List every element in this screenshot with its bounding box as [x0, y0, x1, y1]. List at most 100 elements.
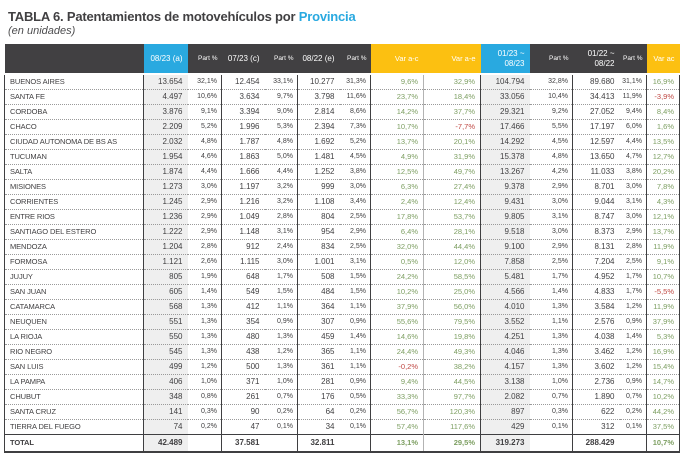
cell-part_ytd22: 1,2% — [619, 359, 647, 375]
cell-part_c: 0,1% — [264, 419, 298, 435]
cell-part_e: 0,5% — [339, 389, 371, 405]
header-cell-province — [4, 44, 144, 75]
cell-var_a_c: 14,6% — [370, 329, 424, 345]
cell-m0823: 42.489 — [143, 433, 188, 453]
cell-m0822: 508 — [297, 269, 340, 285]
cell-part_e: 3,8% — [339, 164, 371, 180]
cell-var_a_e: 29,5% — [423, 433, 481, 453]
cell-var_a_c: 57,4% — [370, 419, 424, 435]
header-cell-part_ytd22: Part % — [619, 44, 647, 75]
table-row: MENDOZA 1.204 2,8% 912 2,4% 834 2,5% 32,0% 44,4%… — [4, 239, 680, 255]
cell-ytd_23: 4.157 — [480, 359, 530, 375]
cell-part_e: 31,3% — [339, 74, 371, 90]
cell-part_ytd22: 2,9% — [619, 224, 647, 240]
cell-ytd_23: 15.378 — [480, 149, 530, 165]
cell-var_a_e: 97,7% — [423, 389, 481, 405]
cell-m0822: 999 — [297, 179, 340, 195]
cell-var_a_e: 25,0% — [423, 284, 481, 300]
table-row: FORMOSA 1.121 2,6% 1.115 3,0% 1.001 3,1% 0,5% 12… — [4, 254, 680, 270]
cell-m0822: 3.798 — [297, 89, 340, 105]
cell-var_ac: 8,4% — [646, 104, 680, 120]
cell-ytd_22: 8.373 — [572, 224, 620, 240]
header-row: 08/23 (a) Part % 07/23 (c) Part % 08/22 (e) P… — [4, 44, 680, 75]
cell-part_c: 1,0% — [264, 374, 298, 390]
cell-m0822: 1.481 — [297, 149, 340, 165]
page-subtitle: (en unidades) — [8, 25, 76, 37]
cell-ytd_22: 12.597 — [572, 134, 620, 150]
cell-var_a_e: 19,8% — [423, 329, 481, 345]
cell-m0822: 34 — [297, 419, 340, 435]
cell-m0822: 364 — [297, 299, 340, 315]
cell-ytd_22: 3.462 — [572, 344, 620, 360]
cell-part_ytd22: 11,9% — [619, 89, 647, 105]
cell-var_ac: 7,8% — [646, 179, 680, 195]
cell-part_a: 3,0% — [187, 179, 222, 195]
cell-part_ytd22: 1,7% — [619, 269, 647, 285]
cell-part_c: 4,8% — [264, 134, 298, 150]
cell-m0723: 912 — [221, 239, 265, 255]
row-label: LA RIOJA — [4, 329, 144, 345]
cell-part_a: 2,8% — [187, 239, 222, 255]
cell-m0823: 605 — [143, 284, 188, 300]
cell-var_a_c: 14,2% — [370, 104, 424, 120]
table-row: TIERRA DEL FUEGO 74 0,2% 47 0,1% 34 0,1% 57,4% 1… — [4, 419, 680, 435]
cell-var_a_e: -7,7% — [423, 119, 481, 135]
row-label: MISIONES — [4, 179, 144, 195]
cell-m0823: 551 — [143, 314, 188, 330]
cell-m0823: 348 — [143, 389, 188, 405]
cell-m0723: 648 — [221, 269, 265, 285]
row-label: SALTA — [4, 164, 144, 180]
cell-var_a_e: 37,7% — [423, 104, 481, 120]
cell-m0822: 1.252 — [297, 164, 340, 180]
cell-part_e: 2,9% — [339, 224, 371, 240]
table-row: CHACO 2.209 5,2% 1.996 5,3% 2.394 7,3% 10,7% -7,… — [4, 119, 680, 135]
cell-part_ytd22: 0,7% — [619, 389, 647, 405]
cell-ytd_22: 13.650 — [572, 149, 620, 165]
cell-part_a: 0,3% — [187, 404, 222, 420]
cell-m0723: 12.454 — [221, 74, 265, 90]
cell-part_c: 2,4% — [264, 239, 298, 255]
cell-part_e: 8,6% — [339, 104, 371, 120]
cell-part_c: 5,3% — [264, 119, 298, 135]
cell-m0822: 954 — [297, 224, 340, 240]
cell-m0823: 545 — [143, 344, 188, 360]
cell-var_a_c: 12,5% — [370, 164, 424, 180]
row-label: ENTRE RIOS — [4, 209, 144, 225]
table-body: BUENOS AIRES 13.654 32,1% 12.454 33,1% 10.277… — [4, 74, 680, 453]
cell-part_a: 2,6% — [187, 254, 222, 270]
cell-part_e: 1,1% — [339, 344, 371, 360]
cell-part_c: 0,7% — [264, 389, 298, 405]
page-title: TABLA 6. Patentamientos de motovehículos… — [8, 9, 684, 24]
cell-m0723: 261 — [221, 389, 265, 405]
cell-part_ytd23: 2,5% — [529, 254, 573, 270]
cell-ytd_22: 312 — [572, 419, 620, 435]
row-label: MENDOZA — [4, 239, 144, 255]
row-label: SAN LUIS — [4, 359, 144, 375]
header-cell-part_a: Part % — [187, 44, 222, 75]
cell-var_ac: 13,7% — [646, 224, 680, 240]
cell-var_ac: 4,3% — [646, 194, 680, 210]
cell-var_a_e: 56,0% — [423, 299, 481, 315]
provinces-table: 08/23 (a) Part % 07/23 (c) Part % 08/22 (e) P… — [4, 44, 680, 453]
cell-part_c: 1,3% — [264, 329, 298, 345]
cell-part_ytd22: 0,9% — [619, 374, 647, 390]
cell-m0723: 354 — [221, 314, 265, 330]
row-label: BUENOS AIRES — [4, 74, 144, 90]
cell-part_ytd23: 0,7% — [529, 389, 573, 405]
table-row: MISIONES 1.273 3,0% 1.197 3,2% 999 3,0% 6,3% 27,… — [4, 179, 680, 195]
cell-ytd_23: 33.056 — [480, 89, 530, 105]
row-label: FORMOSA — [4, 254, 144, 270]
cell-var_ac: 13,5% — [646, 134, 680, 150]
cell-ytd_23: 429 — [480, 419, 530, 435]
cell-var_ac: -5,5% — [646, 284, 680, 300]
cell-m0822: 1.001 — [297, 254, 340, 270]
cell-part_c: 0,2% — [264, 404, 298, 420]
cell-part_a: 4,8% — [187, 134, 222, 150]
cell-part_a: 1,0% — [187, 374, 222, 390]
cell-m0823: 1.273 — [143, 179, 188, 195]
cell-var_a_c: 13,7% — [370, 134, 424, 150]
cell-part_e: 1,1% — [339, 359, 371, 375]
cell-m0723: 90 — [221, 404, 265, 420]
cell-part_ytd23: 9,2% — [529, 104, 573, 120]
cell-var_ac: 16,9% — [646, 344, 680, 360]
